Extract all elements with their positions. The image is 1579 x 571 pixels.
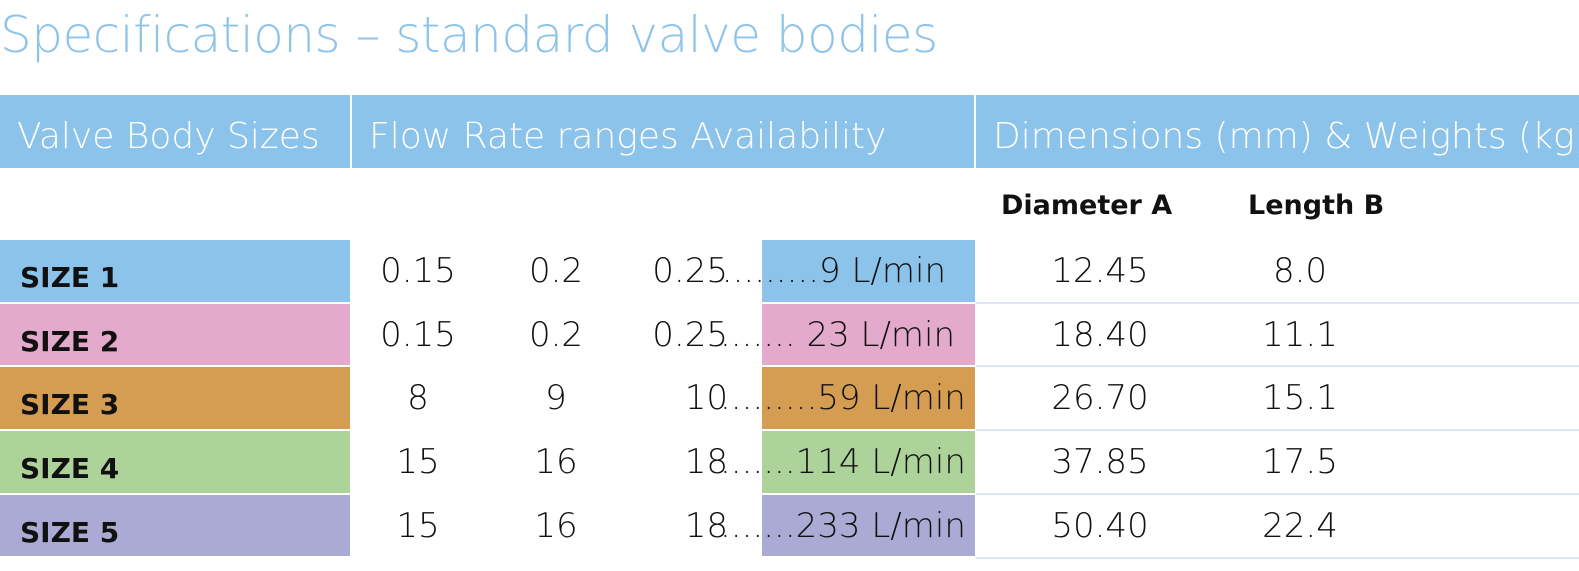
subheader: Length B bbox=[1248, 190, 1385, 221]
flow-value: 16 bbox=[534, 442, 578, 483]
row-label: SIZE 1 bbox=[0, 240, 350, 302]
flow-value: 10 bbox=[684, 378, 728, 419]
range-swatch bbox=[762, 367, 975, 430]
header-cell: Flow Rate ranges Availability bbox=[352, 95, 974, 168]
length: 17.5 bbox=[1262, 442, 1338, 483]
flow-value: 0.15 bbox=[380, 251, 456, 291]
flow-value: 15 bbox=[396, 505, 440, 546]
flow-value: 18 bbox=[684, 505, 728, 546]
flow-value: 18 bbox=[684, 442, 728, 483]
length: 15.1 bbox=[1262, 378, 1338, 419]
flow-value: 9 bbox=[545, 378, 567, 419]
flow-range: .........9 L/min bbox=[721, 251, 946, 291]
subheader: Diameter A bbox=[1001, 190, 1173, 221]
row-separator bbox=[976, 365, 1579, 368]
header-cell: Valve Body Sizes bbox=[0, 95, 350, 168]
length: 22.4 bbox=[1262, 505, 1338, 546]
diameter: 50.40 bbox=[1051, 505, 1149, 546]
flow-range: ....... 23 L/min bbox=[720, 314, 956, 355]
range-swatch bbox=[762, 494, 975, 557]
row-separator bbox=[976, 556, 1579, 559]
flow-value: 8 bbox=[407, 378, 429, 419]
range-swatch bbox=[762, 240, 975, 302]
row-label: SIZE 3 bbox=[0, 367, 350, 430]
row-label: SIZE 5 bbox=[0, 494, 350, 557]
diameter: 12.45 bbox=[1051, 251, 1149, 291]
flow-value: 0.25 bbox=[652, 314, 728, 355]
length: 11.1 bbox=[1262, 314, 1338, 355]
flow-value: 16 bbox=[534, 505, 578, 546]
row-label: SIZE 2 bbox=[0, 303, 350, 366]
range-swatch bbox=[762, 303, 975, 366]
flow-range: .......114 L/min bbox=[720, 442, 966, 483]
length: 8.0 bbox=[1272, 251, 1328, 291]
diameter: 26.70 bbox=[1051, 378, 1149, 419]
header-cell: Dimensions (mm) & Weights (kg) bbox=[976, 95, 1579, 168]
flow-value: 0.2 bbox=[528, 314, 584, 355]
diameter: 37.85 bbox=[1051, 442, 1149, 483]
row-separator bbox=[976, 301, 1579, 304]
flow-range: .........59 L/min bbox=[720, 378, 966, 419]
range-swatch bbox=[762, 431, 975, 493]
flow-value: 0.2 bbox=[528, 251, 584, 291]
flow-value: 0.15 bbox=[380, 314, 456, 355]
flow-range: .......233 L/min bbox=[720, 505, 966, 546]
row-label: SIZE 4 bbox=[0, 431, 350, 493]
title: Specifications – standard valve bodies bbox=[0, 6, 938, 64]
flow-value: 0.25 bbox=[652, 251, 728, 291]
row-separator bbox=[976, 429, 1579, 432]
row-separator bbox=[976, 492, 1579, 495]
flow-value: 15 bbox=[396, 442, 440, 483]
diameter: 18.40 bbox=[1051, 314, 1149, 355]
